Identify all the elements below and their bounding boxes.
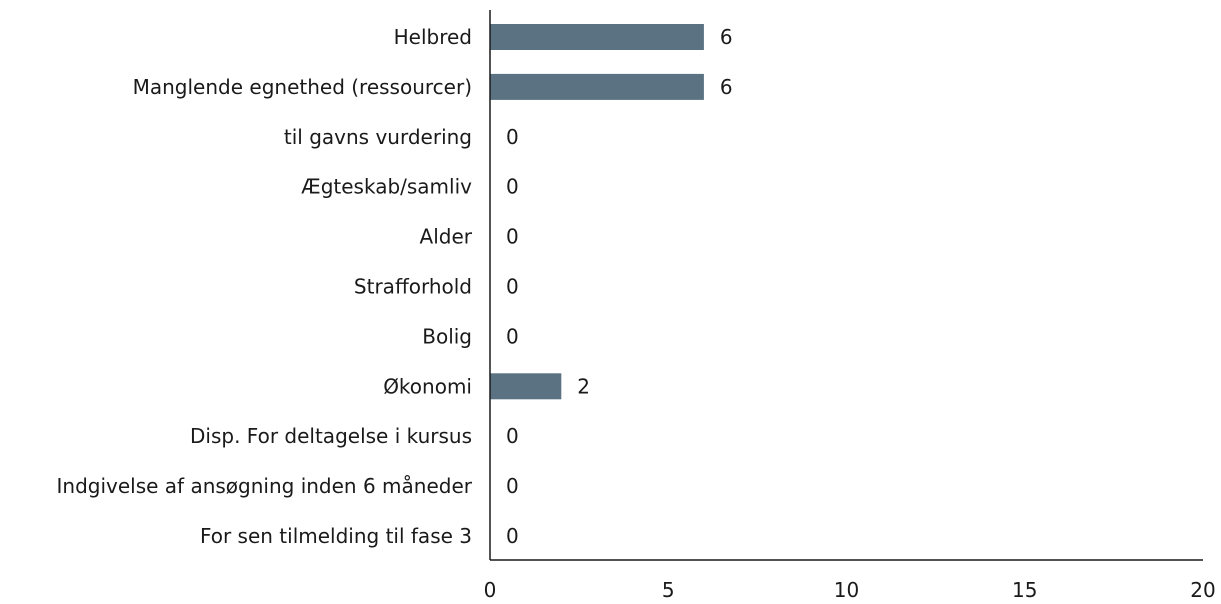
data-label: 0 (506, 225, 519, 249)
category-label: Disp. For deltagelse i kursus (190, 424, 472, 448)
category-label: til gavns vurdering (284, 125, 472, 149)
category-label: Bolig (422, 324, 472, 348)
category-label: Manglende egnethed (ressourcer) (133, 75, 472, 99)
value-labels: 6 6 0 0 0 0 0 2 0 0 0 (506, 25, 733, 548)
data-label: 6 (720, 25, 733, 49)
x-tick-label: 15 (1012, 578, 1037, 602)
data-label: 0 (506, 125, 519, 149)
category-labels: Helbred Manglende egnethed (ressourcer) ti… (57, 25, 473, 548)
category-label: Økonomi (383, 374, 472, 398)
data-label: 2 (577, 374, 590, 398)
category-label: Ægteskab/samliv (301, 175, 472, 199)
data-label: 0 (506, 324, 519, 348)
x-tick-labels: 0 5 10 15 20 (484, 578, 1216, 602)
bar (490, 73, 704, 100)
data-label: 0 (506, 275, 519, 299)
category-label: Alder (420, 225, 473, 249)
bar-group (490, 24, 704, 400)
category-label: For sen tilmelding til fase 3 (200, 524, 472, 548)
data-label: 0 (506, 524, 519, 548)
category-label: Indgivelse af ansøgning inden 6 måneder (57, 474, 473, 498)
data-label: 0 (506, 175, 519, 199)
category-label: Helbred (394, 25, 472, 49)
data-label: 0 (506, 424, 519, 448)
data-label: 6 (720, 75, 733, 99)
data-label: 0 (506, 474, 519, 498)
bar (490, 373, 562, 400)
category-label: Strafforhold (354, 275, 472, 299)
bar (490, 24, 704, 50)
x-tick-label: 5 (662, 578, 675, 602)
x-tick-label: 0 (484, 578, 497, 602)
x-tick-label: 10 (834, 578, 859, 602)
x-tick-label: 20 (1190, 578, 1215, 602)
